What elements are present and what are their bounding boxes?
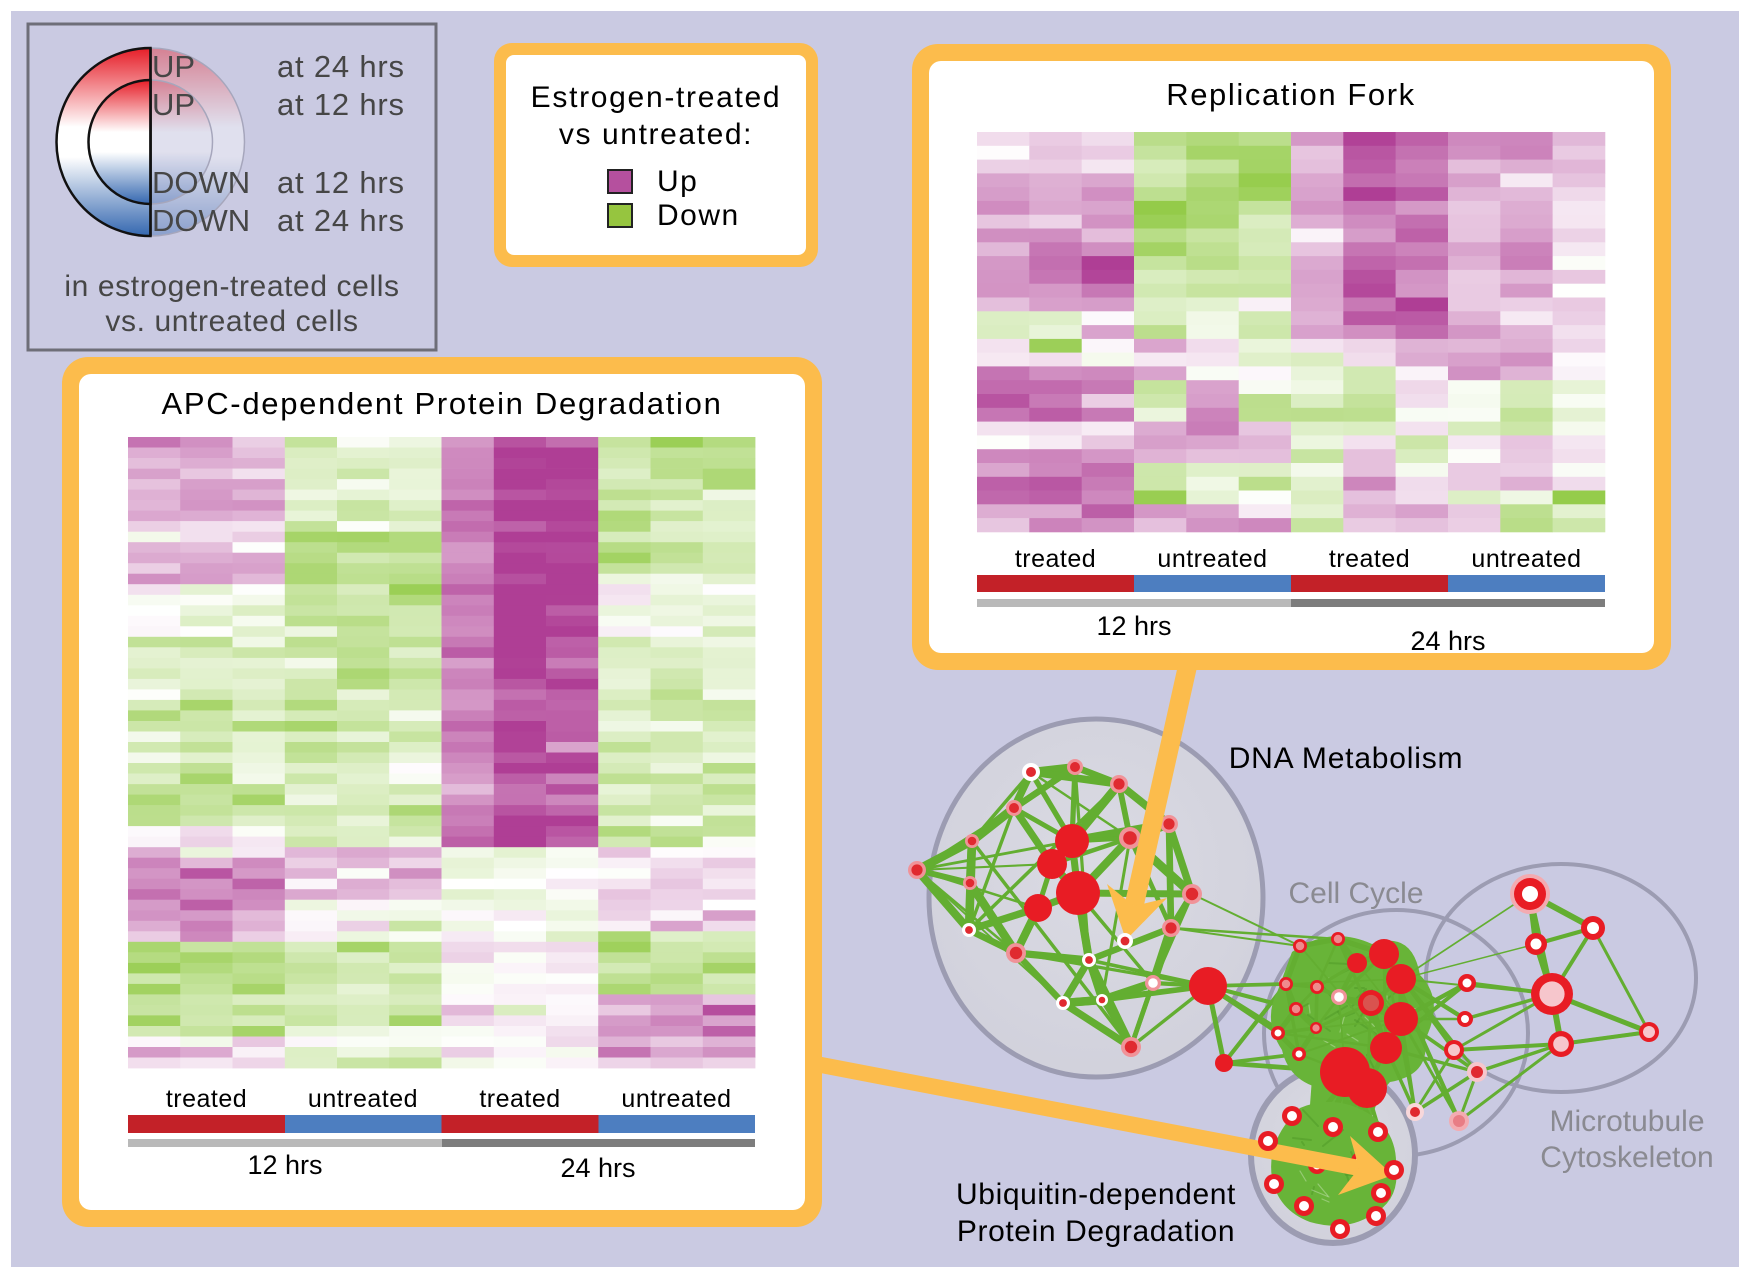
svg-text:treated: treated: [1015, 545, 1096, 573]
svg-text:24 hrs: 24 hrs: [560, 1153, 635, 1183]
svg-text:untreated: untreated: [308, 1085, 418, 1113]
svg-text:untreated: untreated: [1471, 545, 1581, 573]
svg-text:Replication Fork: Replication Fork: [1166, 77, 1416, 112]
svg-text:Estrogen-treated: Estrogen-treated: [531, 81, 782, 114]
svg-text:at 12 hrs: at 12 hrs: [277, 165, 405, 200]
svg-text:Down: Down: [657, 199, 740, 232]
svg-text:untreated: untreated: [621, 1085, 731, 1113]
svg-text:DOWN: DOWN: [152, 165, 250, 200]
svg-text:vs. untreated cells: vs. untreated cells: [105, 305, 358, 338]
svg-text:at 12 hrs: at 12 hrs: [277, 87, 405, 122]
svg-text:APC-dependent Protein Degradat: APC-dependent Protein Degradation: [161, 386, 722, 421]
svg-text:at 24 hrs: at 24 hrs: [277, 49, 405, 84]
svg-text:untreated: untreated: [1157, 545, 1267, 573]
svg-text:Up: Up: [657, 165, 698, 198]
svg-text:12 hrs: 12 hrs: [1096, 611, 1171, 641]
svg-text:treated: treated: [166, 1085, 247, 1113]
svg-text:24 hrs: 24 hrs: [1410, 626, 1485, 656]
svg-text:Cytoskeleton: Cytoskeleton: [1540, 1141, 1713, 1174]
svg-text:UP: UP: [152, 87, 195, 122]
svg-text:DOWN: DOWN: [152, 203, 250, 238]
svg-text:Cell Cycle: Cell Cycle: [1288, 877, 1423, 910]
svg-text:Microtubule: Microtubule: [1549, 1105, 1704, 1138]
svg-text:in estrogen-treated cells: in estrogen-treated cells: [64, 270, 399, 303]
svg-text:12 hrs: 12 hrs: [247, 1150, 322, 1180]
svg-text:treated: treated: [1329, 545, 1410, 573]
svg-text:treated: treated: [479, 1085, 560, 1113]
svg-text:Protein Degradation: Protein Degradation: [957, 1215, 1235, 1248]
svg-text:Ubiquitin-dependent: Ubiquitin-dependent: [956, 1178, 1236, 1211]
svg-text:DNA Metabolism: DNA Metabolism: [1229, 742, 1464, 775]
svg-text:UP: UP: [152, 49, 195, 84]
svg-text:vs untreated:: vs untreated:: [559, 118, 753, 151]
svg-text:at 24 hrs: at 24 hrs: [277, 203, 405, 238]
